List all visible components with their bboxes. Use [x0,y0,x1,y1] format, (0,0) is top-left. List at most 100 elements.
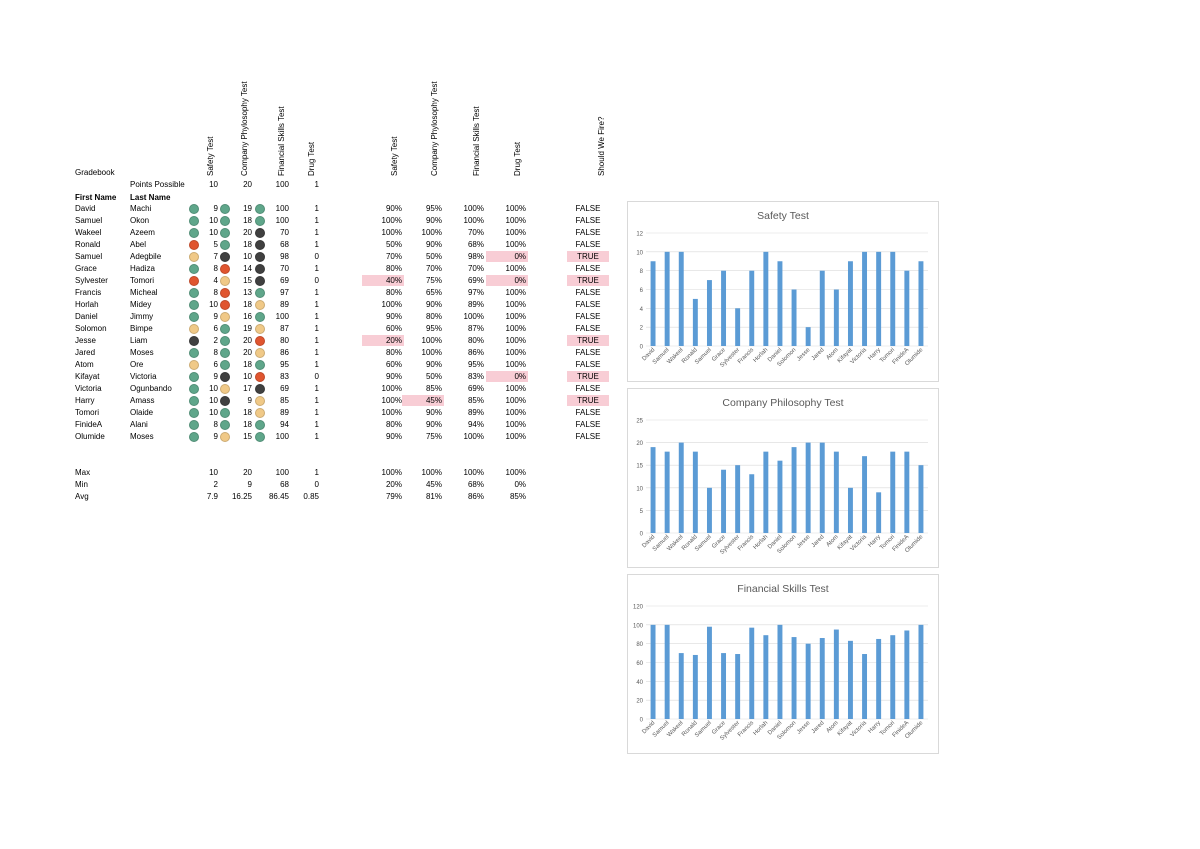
percent-cell: 100% [463,204,484,213]
chart-panel: Company Philosophy Test 0 5 10 15 20 25 David Sa… [627,388,939,568]
percent-cell: 100% [463,312,484,321]
score-cell: 83 [280,372,289,381]
percent-cell: 90% [385,312,402,321]
first-name-cell: Kifayat [75,372,100,381]
score-cell: 13 [243,288,252,297]
status-indicator-icon [189,420,199,430]
first-name-cell: Grace [75,264,97,273]
status-indicator-icon [220,312,230,322]
stat-score-cell: 9 [247,480,252,489]
bar [678,653,684,719]
score-cell: 14 [243,264,252,273]
status-indicator-icon [220,420,230,430]
stat-score-cell: 20 [243,468,252,477]
last-name-cell: Abel [130,240,147,249]
percent-cell: 69% [467,276,484,285]
percent-cell: 40% [385,276,402,285]
status-indicator-icon [255,228,265,238]
status-indicator-icon [220,252,230,262]
bar [664,251,670,346]
last-name-cell: Ore [130,360,144,369]
percent-cell: 100% [505,300,526,309]
y-tick-label: 6 [640,288,644,294]
status-indicator-icon [255,312,265,322]
percent-cell: 94% [467,420,484,429]
score-cell: 69 [280,276,289,285]
score-cell: 9 [213,372,218,381]
stat-percent-cell: 79% [385,492,402,501]
bar [650,624,656,719]
score-cell: 87 [280,324,289,333]
status-indicator-icon [189,372,199,382]
percent-cell: 100% [505,228,526,237]
score-column-header: Company Phylosophy Test [240,81,249,176]
points-possible-value: 1 [314,180,319,189]
percent-cell: 100% [381,300,402,309]
bar [721,653,727,719]
bar [876,492,882,533]
percent-cell: 86% [467,348,484,357]
score-cell: 0 [314,276,319,285]
bar [890,451,896,533]
bar [847,487,853,533]
score-cell: 10 [209,408,218,417]
highlight-cell [362,335,404,346]
points-possible-label: Points Possible [130,180,185,189]
score-cell: 10 [209,300,218,309]
y-tick-label: 40 [636,680,643,686]
highlight-cell [567,251,609,262]
y-tick-label: 5 [640,509,644,515]
last-name-cell: Amass [130,396,155,405]
score-cell: 18 [243,300,252,309]
y-tick-label: 25 [636,419,643,425]
score-cell: 18 [243,408,252,417]
y-tick-label: 2 [640,326,644,332]
bar [918,261,924,346]
fire-decision-cell: FALSE [575,348,601,357]
percent-cell: 100% [505,396,526,405]
bar [721,270,727,346]
score-cell: 10 [243,252,252,261]
bar [890,635,896,719]
bar [777,624,783,719]
bar [678,251,684,346]
status-indicator-icon [220,396,230,406]
points-possible-value: 10 [209,180,218,189]
first-name-cell: FinideA [75,420,103,429]
highlight-cell [567,395,609,406]
fire-decision-cell: FALSE [575,240,601,249]
percent-cell: 90% [425,216,442,225]
score-cell: 5 [213,240,218,249]
bar [735,654,741,719]
status-indicator-icon [220,216,230,226]
score-cell: 0 [314,252,319,261]
stat-label: Max [75,468,91,477]
bar [706,626,712,719]
percent-cell: 60% [385,360,402,369]
bar [777,261,783,346]
bar [890,251,896,346]
score-cell: 100 [275,216,289,225]
bar [721,469,727,533]
fire-decision-cell: TRUE [577,276,599,285]
chart-panel: Financial Skills Test 0 20 40 60 80 100 120 Davi… [627,574,939,754]
percent-cell: 90% [425,240,442,249]
percent-cell: 100% [505,360,526,369]
bar [819,442,825,533]
score-cell: 15 [243,432,252,441]
fire-decision-cell: FALSE [575,420,601,429]
highlight-cell [567,335,609,346]
status-indicator-icon [189,432,199,442]
first-name-cell: David [75,204,96,213]
percent-cell: 100% [381,228,402,237]
percent-cell: 100% [505,432,526,441]
score-cell: 17 [243,384,252,393]
stat-percent-cell: 20% [385,480,402,489]
fire-decision-cell: FALSE [575,312,601,321]
highlight-cell [567,275,609,286]
score-cell: 70 [280,228,289,237]
percent-cell: 80% [385,348,402,357]
bar [833,629,839,719]
score-cell: 80 [280,336,289,345]
score-cell: 1 [314,396,319,405]
